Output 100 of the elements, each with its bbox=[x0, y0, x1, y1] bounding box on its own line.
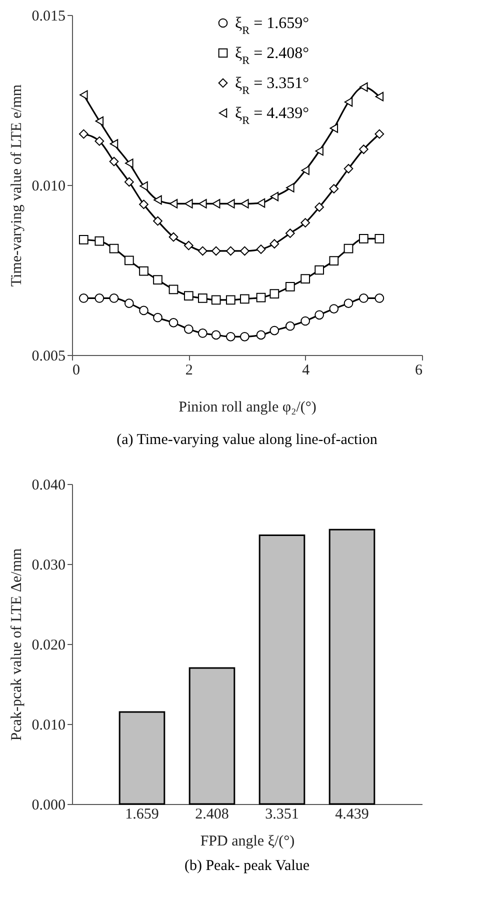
point bbox=[184, 324, 194, 334]
point bbox=[358, 144, 368, 154]
point bbox=[78, 294, 88, 303]
point bbox=[358, 294, 368, 303]
bar bbox=[258, 534, 306, 805]
point bbox=[226, 332, 236, 342]
point bbox=[344, 244, 354, 254]
point bbox=[300, 218, 310, 228]
y-tick-label: 0.015 bbox=[32, 8, 66, 24]
point bbox=[154, 195, 162, 205]
point bbox=[314, 202, 324, 212]
x-tick-label: 1.659 bbox=[125, 806, 159, 822]
y-axis-title: Time-varying value of LTE e/mm bbox=[8, 84, 25, 287]
point bbox=[240, 199, 249, 208]
point bbox=[198, 294, 208, 303]
point bbox=[240, 246, 250, 256]
point bbox=[315, 146, 324, 156]
x-tick-label: 6 bbox=[415, 362, 423, 378]
y-tick-label: 0.040 bbox=[32, 478, 66, 494]
point bbox=[211, 246, 221, 256]
point bbox=[109, 156, 119, 166]
point bbox=[360, 82, 368, 92]
point bbox=[168, 284, 178, 294]
point bbox=[184, 291, 194, 301]
x-tick-label: 4 bbox=[302, 362, 310, 378]
point bbox=[139, 266, 148, 276]
legend-label: ξ$_{R}$ = 2.408° bbox=[235, 45, 310, 67]
point bbox=[94, 236, 104, 246]
point bbox=[168, 318, 178, 328]
x-axis-title: Pinion roll angle φ₂/(°) bbox=[178, 400, 316, 416]
point bbox=[256, 330, 266, 340]
y-tick-label: 0.005 bbox=[32, 348, 66, 364]
point bbox=[286, 183, 294, 192]
point bbox=[240, 332, 250, 342]
x-axis-title: FPD angle ξ/(°) bbox=[200, 834, 295, 850]
y-tick-label: 0.020 bbox=[32, 638, 66, 654]
point bbox=[329, 184, 339, 194]
point bbox=[256, 198, 266, 208]
x-tick-label: 4.439 bbox=[335, 806, 369, 822]
x-tick-label: 3.351 bbox=[265, 806, 299, 822]
point bbox=[139, 200, 148, 210]
y-axis-title: Pcak-pcak value of LTE Δe/mm bbox=[8, 548, 25, 741]
point bbox=[168, 232, 178, 242]
point bbox=[358, 234, 368, 244]
x-tick-label: 2 bbox=[185, 362, 193, 378]
point bbox=[330, 124, 338, 133]
point bbox=[124, 256, 134, 266]
point bbox=[153, 216, 162, 226]
point bbox=[211, 330, 221, 340]
point bbox=[300, 274, 310, 284]
text: (b) Peak- peak Value bbox=[184, 858, 310, 874]
point bbox=[270, 326, 280, 336]
point bbox=[314, 310, 324, 320]
legend-label: ξ$_{R}$ = 1.659° bbox=[235, 15, 310, 37]
point bbox=[256, 292, 266, 302]
point bbox=[78, 235, 88, 244]
point bbox=[184, 240, 194, 250]
point bbox=[300, 316, 310, 326]
point bbox=[374, 129, 384, 139]
point bbox=[125, 158, 134, 168]
point bbox=[344, 298, 354, 308]
point bbox=[94, 294, 104, 303]
point bbox=[285, 321, 295, 331]
point bbox=[270, 192, 279, 202]
point bbox=[124, 298, 134, 308]
point bbox=[226, 199, 235, 208]
legend-label: ξ$_{R}$ = 4.439° bbox=[235, 105, 310, 127]
point bbox=[344, 97, 353, 107]
text: (a) Time-varying value along line-of-action bbox=[116, 432, 378, 448]
point bbox=[226, 295, 236, 305]
bar bbox=[118, 711, 166, 805]
point bbox=[153, 275, 162, 285]
point bbox=[78, 129, 88, 139]
point bbox=[110, 139, 118, 149]
point bbox=[329, 256, 339, 266]
point bbox=[344, 164, 354, 174]
point bbox=[198, 328, 208, 338]
point bbox=[374, 294, 384, 303]
point bbox=[198, 246, 208, 256]
point bbox=[329, 304, 339, 314]
point bbox=[285, 282, 295, 292]
point bbox=[124, 177, 134, 187]
bar bbox=[328, 528, 376, 805]
y-tick-label: 0.000 bbox=[32, 798, 66, 814]
point bbox=[169, 199, 178, 208]
x-tick-label: 2.408 bbox=[195, 806, 229, 822]
point bbox=[211, 295, 221, 305]
point bbox=[109, 244, 119, 254]
y-tick-label: 0.030 bbox=[32, 558, 66, 574]
point bbox=[256, 244, 266, 254]
point bbox=[198, 199, 207, 208]
x-tick-label: 0 bbox=[72, 362, 80, 378]
point bbox=[95, 116, 104, 126]
point bbox=[270, 289, 280, 298]
point bbox=[374, 234, 384, 244]
point bbox=[314, 265, 324, 275]
point bbox=[375, 92, 384, 102]
point bbox=[240, 294, 250, 304]
point bbox=[270, 239, 280, 249]
legend-label: ξ$_{R}$ = 3.351° bbox=[235, 75, 310, 97]
